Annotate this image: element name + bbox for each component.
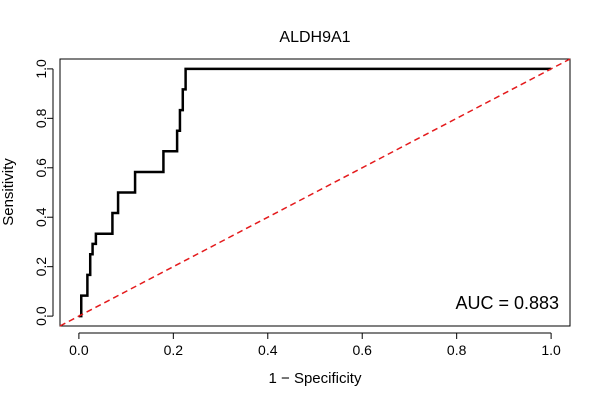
x-tick-label: 0.2 xyxy=(164,342,184,358)
series-roc xyxy=(78,67,552,318)
plot-frame xyxy=(59,58,571,327)
x-tick-label: 0.6 xyxy=(352,342,372,358)
x-tick-label: 0.0 xyxy=(69,342,89,358)
x-tick-label: 0.8 xyxy=(447,342,467,358)
chart-title: ALDH9A1 xyxy=(279,29,350,46)
y-tick-label: 0.0 xyxy=(33,306,49,326)
y-tick-label: 0.2 xyxy=(33,257,49,277)
series-layer xyxy=(59,58,571,327)
x-tick-label: 0.4 xyxy=(258,342,278,358)
y-tick-label: 0.8 xyxy=(33,108,49,128)
y-tick-label: 0.6 xyxy=(33,158,49,178)
y-axis-label: Sensitivity xyxy=(0,158,17,226)
y-tick-label: 0.4 xyxy=(33,207,49,227)
x-axis-label: 1 − Specificity xyxy=(269,370,362,387)
series-reference xyxy=(59,58,571,327)
y-tick-label: 1.0 xyxy=(33,59,49,79)
x-axis: 0.0 0.2 0.4 0.6 0.8 1.0 xyxy=(69,332,561,358)
y-axis: 0.0 0.2 0.4 0.6 0.8 1.0 xyxy=(33,59,54,326)
x-tick-label: 1.0 xyxy=(541,342,561,358)
auc-annotation: AUC = 0.883 xyxy=(455,293,559,313)
